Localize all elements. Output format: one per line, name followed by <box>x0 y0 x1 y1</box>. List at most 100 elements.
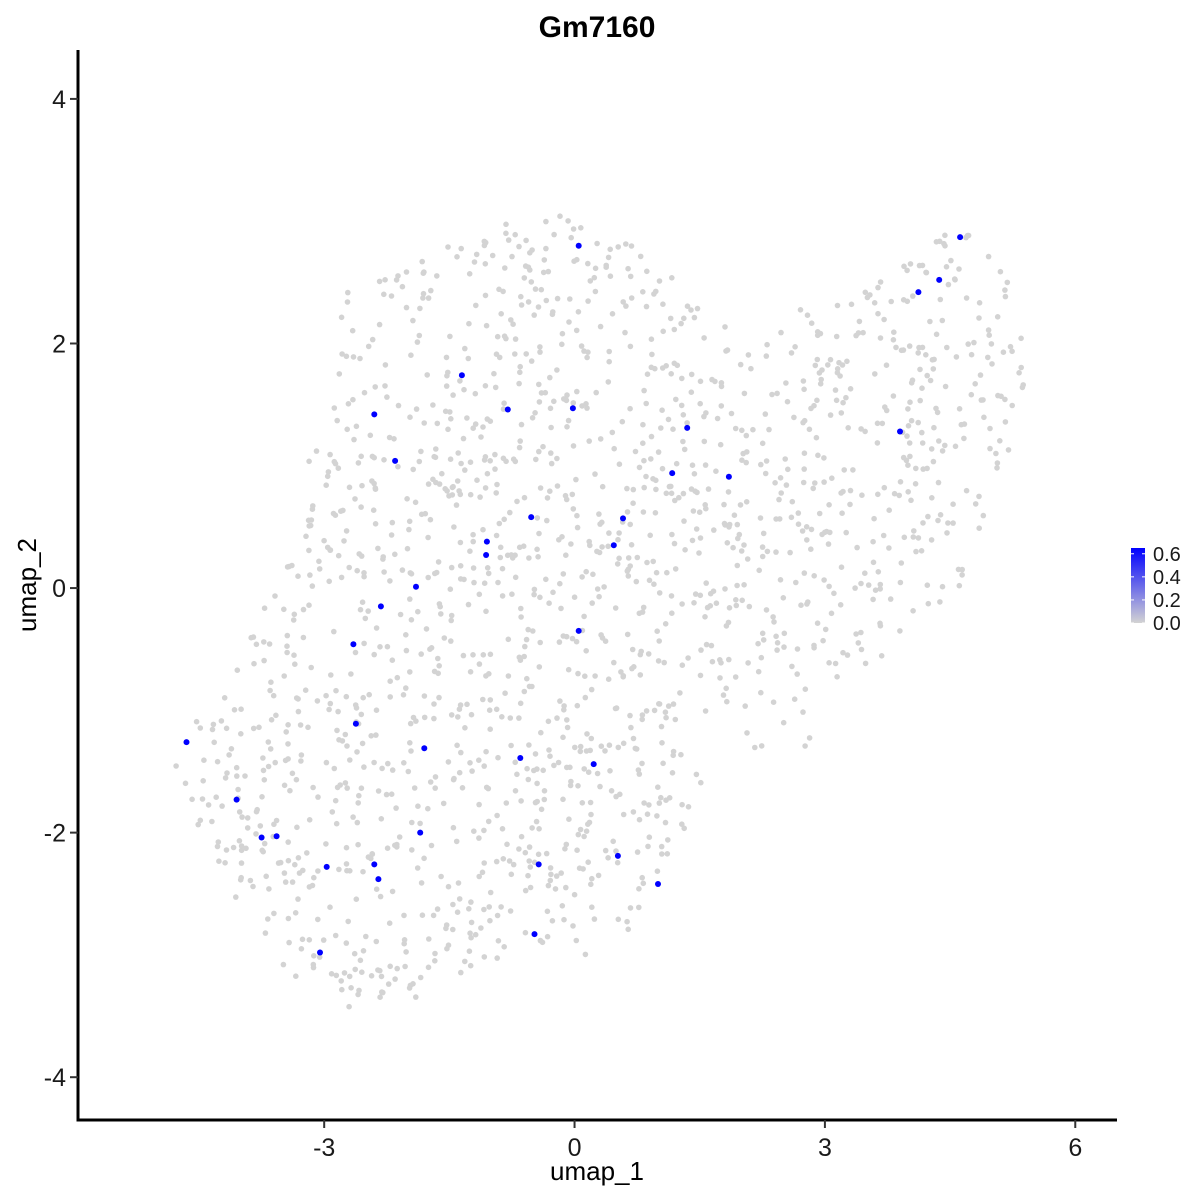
cell-point <box>801 386 807 393</box>
cell-point <box>690 508 697 514</box>
cell-point <box>570 226 577 232</box>
cell-point <box>726 605 733 611</box>
cell-point <box>238 860 245 866</box>
cell-point <box>752 744 758 751</box>
cell-point <box>758 689 764 696</box>
cell-point <box>472 390 479 397</box>
cell-point <box>691 600 697 606</box>
cell-point <box>841 467 847 473</box>
cell-point <box>465 601 472 608</box>
cell-point <box>998 393 1004 400</box>
cell-point <box>359 482 365 489</box>
cell-point <box>495 754 501 761</box>
cell-point <box>772 480 778 486</box>
cell-point <box>343 353 350 360</box>
cell-point <box>678 402 685 409</box>
cell-point <box>724 698 730 705</box>
cell-point <box>316 558 322 565</box>
cell-point <box>284 632 291 639</box>
cell-point <box>369 453 376 460</box>
cell-point <box>214 758 221 765</box>
cell-point <box>579 574 585 580</box>
cell-point <box>485 818 492 825</box>
cell-point <box>373 732 379 738</box>
cell-point <box>516 380 522 387</box>
cell-point <box>518 798 524 804</box>
cell-point <box>886 507 892 513</box>
cell-point <box>1004 279 1011 286</box>
cell-point <box>421 693 428 699</box>
cell-point <box>335 465 342 472</box>
cell-point <box>800 479 807 486</box>
cell-point <box>659 740 665 746</box>
cell-point <box>627 273 634 280</box>
cell-point <box>481 580 488 586</box>
cell-point <box>522 887 529 894</box>
cell-point <box>481 954 488 960</box>
cell-point <box>389 657 396 663</box>
cell-point <box>284 643 290 649</box>
cell-point <box>725 489 732 495</box>
cell-point <box>345 918 352 925</box>
cell-point <box>550 589 556 596</box>
cell-point <box>311 953 317 959</box>
cell-point <box>501 516 508 523</box>
cell-point <box>627 712 633 719</box>
cell-point <box>401 912 407 919</box>
expressed-point <box>915 289 922 296</box>
cell-point <box>470 652 476 658</box>
cell-point <box>660 328 666 335</box>
cell-point <box>1005 447 1012 453</box>
cell-point <box>597 783 603 790</box>
cell-point <box>436 663 443 669</box>
cell-point <box>630 486 637 493</box>
cell-point <box>584 354 590 361</box>
cell-point <box>510 321 516 328</box>
cell-point <box>524 765 530 772</box>
cell-point <box>554 295 561 302</box>
cell-point <box>898 560 905 566</box>
cell-point <box>271 910 277 917</box>
cell-point <box>944 530 950 536</box>
cell-point <box>705 486 712 492</box>
cell-point <box>961 435 967 442</box>
cell-point <box>471 259 478 265</box>
cell-point <box>512 336 519 342</box>
cell-point <box>615 536 621 543</box>
cell-point <box>338 978 345 984</box>
cell-point <box>744 556 751 562</box>
cell-point <box>697 672 704 679</box>
cell-point <box>939 317 946 324</box>
cell-point <box>803 524 810 530</box>
colorbar-ticks: 0.60.40.20.0 <box>1131 544 1181 635</box>
cell-point <box>590 571 596 578</box>
cell-point <box>468 899 474 905</box>
cell-point <box>219 803 225 809</box>
cell-point <box>467 760 473 766</box>
cell-point <box>270 692 277 699</box>
cell-point <box>839 510 845 516</box>
cell-point <box>814 620 821 626</box>
cell-point <box>748 365 754 372</box>
cell-point <box>697 592 704 599</box>
cell-point <box>493 532 500 539</box>
cell-point <box>450 926 456 933</box>
cell-point <box>648 433 655 440</box>
cell-point <box>344 426 351 433</box>
cell-point <box>419 912 426 918</box>
cell-point <box>395 463 401 470</box>
cell-point <box>256 724 262 731</box>
cell-point <box>585 260 591 267</box>
cell-point <box>341 538 347 544</box>
cell-point <box>770 699 777 705</box>
cell-point <box>557 580 563 587</box>
cell-point <box>875 491 881 498</box>
cell-point <box>486 707 493 713</box>
cell-point <box>434 906 441 912</box>
cell-point <box>265 763 272 770</box>
cell-point <box>480 652 487 658</box>
cell-point <box>395 273 401 279</box>
cell-point <box>408 352 414 359</box>
cell-point <box>865 582 872 588</box>
cell-point <box>257 823 264 829</box>
